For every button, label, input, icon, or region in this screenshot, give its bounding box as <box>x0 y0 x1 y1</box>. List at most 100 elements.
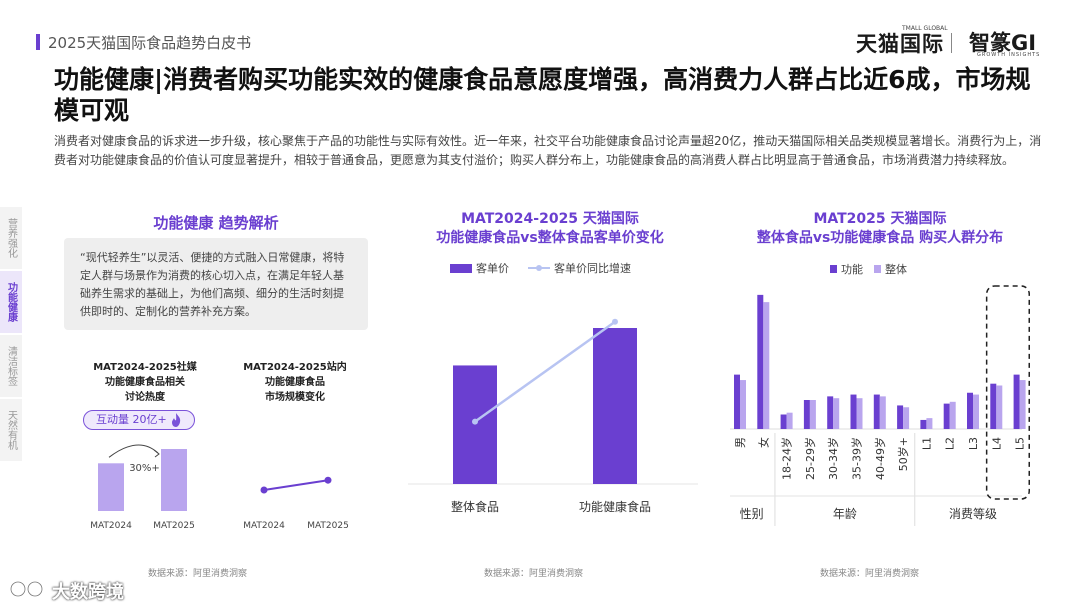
middle-panel-title: MAT2024-2025 天猫国际 功能健康食品vs整体食品客单价变化 <box>400 210 700 248</box>
growth-arrow-head <box>153 449 160 458</box>
buyer-category-label: L3 <box>967 437 980 450</box>
legend-swatch-unit-price <box>450 264 472 273</box>
buyer-bar-functional <box>850 394 857 429</box>
growth-annotation: 30%+ <box>129 463 160 474</box>
side-nav-item-nutrition[interactable]: 营养强化 <box>0 207 22 269</box>
brand-tmall-logo: 天猫国际 <box>856 32 944 56</box>
left-panel-title: 功能健康 趋势解析 <box>153 214 279 232</box>
mini-chart1-title: MAT2024-2025社媒 功能健康食品相关 讨论热度 <box>70 360 220 405</box>
mini-chart2-title: MAT2024-2025站内 功能健康食品 市场规模变化 <box>230 360 360 405</box>
buyer-bar-functional <box>990 383 997 429</box>
footer-logo-text: 大数跨境 <box>52 582 124 603</box>
market-size-line <box>263 479 329 491</box>
right-data-source: 数据来源：阿里消费洞察 <box>820 569 920 579</box>
side-nav-item-functional-health[interactable]: 功能健康 <box>0 271 22 333</box>
legend-label-unit-price: 客单价 <box>476 261 509 275</box>
buyer-bar-functional <box>734 374 740 429</box>
social-heat-tick-label: MAT2024 <box>90 521 132 531</box>
buyer-bar-functional <box>1013 374 1020 429</box>
buyer-category-label: 50岁+ <box>896 437 910 471</box>
buyer-bar-total <box>903 407 910 429</box>
market-size-tick-label: MAT2025 <box>307 521 349 531</box>
buyer-bar-functional <box>873 394 880 429</box>
brand-gi-sub: GROWTH INSIGHTS <box>977 52 1041 58</box>
buyer-distribution-chart: 功能 整体男女 18-24岁 25-29岁 30-34岁 35-39岁 40-49岁 50岁+… <box>730 262 1030 526</box>
unit-price-bar <box>453 365 497 484</box>
buyer-category-label: 35-39岁 <box>850 437 864 480</box>
middle-data-source: 数据来源：阿里消费洞察 <box>484 569 584 579</box>
market-size-point <box>324 476 332 484</box>
buyer-bar-functional <box>757 294 764 429</box>
social-heat-bar <box>98 463 124 511</box>
buyer-category-label: L4 <box>990 437 1003 450</box>
brand-tmall-sub: TMALL GLOBAL <box>902 25 948 32</box>
brand-gi-logo: 智篆GI <box>969 31 1037 55</box>
brand-separator <box>951 33 952 53</box>
right-panel-title: MAT2025 天猫国际 整体食品vs功能健康食品 购买人群分布 <box>720 210 1040 248</box>
buyer-bar-total <box>786 412 793 429</box>
unit-price-category-label: 功能健康食品 <box>579 499 651 514</box>
title-accent-bar <box>36 34 40 50</box>
middle-panel-title-line1: MAT2024-2025 天猫国际 <box>461 211 639 227</box>
social-heat-bar <box>161 449 187 511</box>
mini-chart2-title-line2: 功能健康食品 <box>265 377 325 388</box>
side-nav-item-organic[interactable]: 天然有机 <box>0 399 22 461</box>
highlight-box-high-spending <box>985 285 1030 500</box>
buyer-bar-total <box>926 418 933 429</box>
growth-rate-point <box>472 418 478 425</box>
buyer-category-label: 25-29岁 <box>803 437 817 480</box>
buyer-bar-functional <box>827 396 834 429</box>
interaction-badge: 互动量 20亿+ <box>83 410 195 430</box>
buyer-group-label: 性别 <box>740 507 764 521</box>
buyer-category-label: L5 <box>1014 437 1027 450</box>
growth-rate-point <box>612 318 618 325</box>
report-title: 2025天猫国际食品趋势白皮书 <box>48 34 252 52</box>
social-heat-tick-label: MAT2025 <box>153 521 195 531</box>
mini-chart1-title-line3: 讨论热度 <box>125 392 165 403</box>
left-data-source: 数据来源：阿里消费洞察 <box>148 569 248 579</box>
buyer-bar-functional <box>803 400 810 429</box>
buyer-bar-functional <box>897 405 904 429</box>
buyer-bar-total <box>833 398 840 429</box>
right-panel-title-line2: 整体食品vs功能健康食品 购买人群分布 <box>756 230 1004 246</box>
mini-chart2-title-line3: 市场规模变化 <box>265 392 325 403</box>
legend-label-functional: 功能 <box>841 262 863 276</box>
buyer-group-label: 年龄 <box>833 507 857 521</box>
buyer-bar-total <box>856 398 863 429</box>
flame-icon <box>172 413 181 427</box>
intro-paragraph: 消费者对健康食品的诉求进一步升级，核心聚焦于产品的功能性与实际有效性。近一年来，… <box>54 134 1042 167</box>
market-size-tick-label: MAT2024 <box>243 521 285 531</box>
growth-arrow <box>108 444 159 458</box>
buyer-group-label: 消费等级 <box>949 507 997 521</box>
legend-swatch-functional <box>830 265 837 273</box>
side-nav: 营养强化 功能健康 清洁标签 天然有机 <box>0 207 22 463</box>
buyer-category-label: L1 <box>920 437 933 450</box>
buyer-category-label: 18-24岁 <box>780 437 794 480</box>
legend-label-growth: 客单价同比增速 <box>554 261 631 275</box>
market-size-point <box>260 486 268 494</box>
buyer-bar-total <box>809 400 816 429</box>
middle-panel-title-line2: 功能健康食品vs整体食品客单价变化 <box>436 230 664 246</box>
buyer-bar-total <box>949 401 956 429</box>
side-nav-item-clean-label[interactable]: 清洁标签 <box>0 335 22 397</box>
buyer-category-label: 男 <box>734 437 747 448</box>
buyer-bar-functional <box>943 403 950 429</box>
right-panel-title-line1: MAT2025 天猫国际 <box>813 211 947 227</box>
buyer-bar-total <box>1019 380 1026 429</box>
legend-label-total: 整体 <box>885 262 907 276</box>
buyer-bar-total <box>996 385 1003 429</box>
mini-chart1-title-line1: MAT2024-2025社媒 <box>93 362 197 373</box>
mini-chart2-title-line1: MAT2024-2025站内 <box>243 362 347 373</box>
social-heat-chart: MAT2024 MAT2025 30%+ <box>90 444 195 531</box>
buyer-bar-total <box>879 396 886 429</box>
buyer-category-label: 女 <box>756 437 770 448</box>
buyer-category-label: 40-49岁 <box>873 437 887 480</box>
footer-logo-icon <box>9 580 44 598</box>
unit-price-category-label: 整体食品 <box>451 499 499 514</box>
buyer-category-label: L2 <box>944 437 957 450</box>
legend-swatch-growth-dot <box>536 265 542 271</box>
buyer-bar-total <box>763 302 770 429</box>
page-headline: 功能健康|消费者购买功能实效的健康食品意愿度增强，高消费力人群占比近6成，市场规… <box>54 65 1031 125</box>
trend-quote-box: “现代轻养生”以灵活、便捷的方式融入日常健康，将特定人群与场景作为消费的核心切入… <box>64 238 368 330</box>
